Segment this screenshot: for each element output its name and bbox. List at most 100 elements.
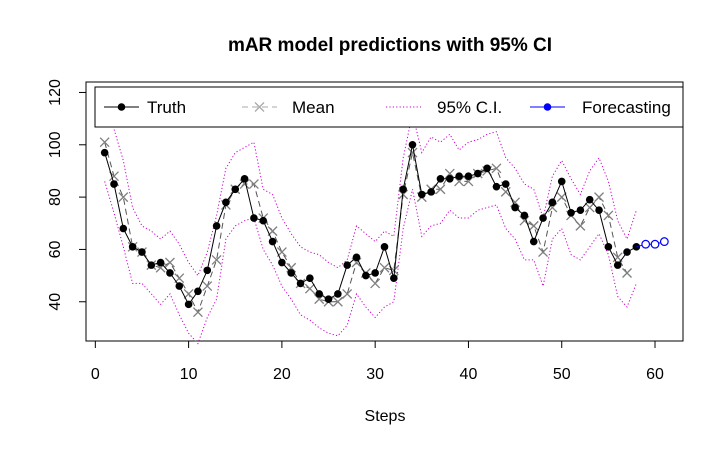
mean-marker-stroke bbox=[370, 278, 381, 289]
mean-point-marker bbox=[603, 210, 614, 221]
truth-point bbox=[259, 216, 268, 225]
mean-marker-stroke bbox=[379, 262, 390, 273]
legend-item-forecast: Forecasting bbox=[530, 98, 671, 117]
truth-point bbox=[222, 198, 230, 207]
truth-point bbox=[100, 148, 109, 157]
truth-point bbox=[473, 169, 482, 178]
truth-point bbox=[184, 300, 193, 309]
truth-point bbox=[324, 295, 333, 303]
mean-marker-stroke bbox=[342, 288, 353, 299]
x-tick-label: 0 bbox=[91, 366, 100, 383]
truth-point bbox=[567, 209, 575, 217]
mean-line bbox=[104, 142, 628, 314]
truth-point bbox=[287, 269, 296, 277]
truth-point bbox=[445, 174, 454, 183]
mean-point-marker bbox=[538, 247, 549, 258]
truth-point bbox=[362, 271, 370, 280]
truth-point bbox=[231, 185, 240, 194]
mean-point-marker bbox=[183, 288, 194, 299]
mean-marker-stroke bbox=[491, 163, 502, 174]
mean-point-marker bbox=[99, 137, 110, 148]
legend-label: Forecasting bbox=[582, 98, 671, 117]
truth-point bbox=[250, 214, 258, 222]
truth-point bbox=[240, 174, 249, 183]
mean-point-marker bbox=[556, 192, 567, 203]
forecast-point bbox=[641, 239, 651, 249]
mean-marker-stroke bbox=[603, 210, 614, 221]
mean-marker-stroke bbox=[500, 186, 511, 197]
truth-point bbox=[296, 279, 305, 288]
legend-swatch-marker bbox=[543, 103, 552, 111]
mean-marker-stroke bbox=[575, 220, 586, 231]
mean-point-marker bbox=[342, 288, 353, 299]
x-tick-label: 10 bbox=[180, 366, 198, 383]
truth-point bbox=[352, 253, 361, 262]
truth-point bbox=[306, 274, 314, 283]
y-axis: 40 60 80 100 120 bbox=[47, 79, 87, 311]
truth-point bbox=[613, 261, 622, 269]
truth-point bbox=[268, 237, 277, 246]
mean-point-marker bbox=[248, 179, 259, 189]
y-tick-label: 40 bbox=[47, 293, 64, 311]
truth-point bbox=[138, 248, 146, 256]
mean-point-marker bbox=[575, 220, 586, 231]
legend-item-mean: Mean bbox=[242, 98, 335, 117]
mean-point-marker bbox=[118, 192, 129, 203]
mean-marker-stroke bbox=[584, 202, 595, 213]
legend-item-ci: 95% C.I. bbox=[386, 98, 502, 117]
truth-point bbox=[595, 206, 603, 214]
truth-point bbox=[464, 172, 473, 180]
truth-point bbox=[511, 203, 519, 212]
legend-item-truth: Truth bbox=[104, 98, 186, 117]
mean-point-marker bbox=[528, 220, 539, 231]
legend-label: Truth bbox=[147, 98, 186, 117]
y-tick-label: 60 bbox=[47, 240, 64, 258]
legend-box bbox=[94, 86, 684, 128]
truth-point bbox=[175, 282, 184, 290]
forecast-point bbox=[659, 237, 669, 246]
truth-point bbox=[548, 198, 557, 207]
mean-marker-stroke bbox=[388, 265, 399, 276]
legend-swatch-marker bbox=[117, 103, 126, 111]
truth-point bbox=[166, 269, 174, 277]
legend: Truth Mean 95% C.I. Forecasting bbox=[94, 86, 684, 128]
truth-point bbox=[380, 243, 389, 251]
legend-label: 95% C.I. bbox=[437, 98, 502, 117]
truth-point bbox=[585, 195, 594, 204]
truth-point bbox=[278, 258, 286, 267]
mean-point-marker bbox=[304, 283, 315, 294]
truth-point bbox=[427, 188, 435, 196]
truth-point bbox=[483, 164, 491, 173]
truth-point bbox=[390, 274, 398, 283]
mean-point-marker bbox=[407, 147, 418, 158]
truth-point bbox=[315, 290, 324, 298]
truth-point bbox=[203, 266, 212, 275]
truth-point bbox=[604, 243, 613, 251]
mean-marker-stroke bbox=[248, 179, 259, 189]
mean-point-marker bbox=[379, 262, 390, 273]
truth-line bbox=[104, 144, 637, 306]
y-tick-label: 120 bbox=[47, 79, 64, 106]
ci-lower-line bbox=[104, 181, 637, 345]
mean-point-marker bbox=[584, 202, 595, 213]
mean-point-marker bbox=[202, 281, 213, 292]
mean-marker-stroke bbox=[99, 137, 110, 148]
truth-point bbox=[128, 243, 137, 251]
truth-point bbox=[520, 211, 529, 220]
mean-marker-stroke bbox=[304, 283, 315, 294]
x-tick-label: 30 bbox=[366, 366, 384, 383]
truth-point bbox=[371, 269, 379, 277]
forecasting-series bbox=[636, 237, 669, 249]
x-axis: 0 10 20 30 40 50 60 bbox=[91, 340, 664, 383]
mean-marker-stroke bbox=[594, 192, 605, 203]
truth-point bbox=[212, 222, 221, 230]
truth-point bbox=[408, 140, 417, 149]
mean-marker-stroke bbox=[183, 288, 194, 299]
legend-label: Mean bbox=[292, 98, 335, 117]
mean-marker-stroke bbox=[192, 307, 203, 318]
chart-title: mAR model predictions with 95% CI bbox=[228, 35, 552, 56]
truth-point bbox=[418, 190, 426, 199]
y-tick-label: 100 bbox=[47, 131, 64, 158]
mean-marker-stroke bbox=[202, 281, 213, 292]
